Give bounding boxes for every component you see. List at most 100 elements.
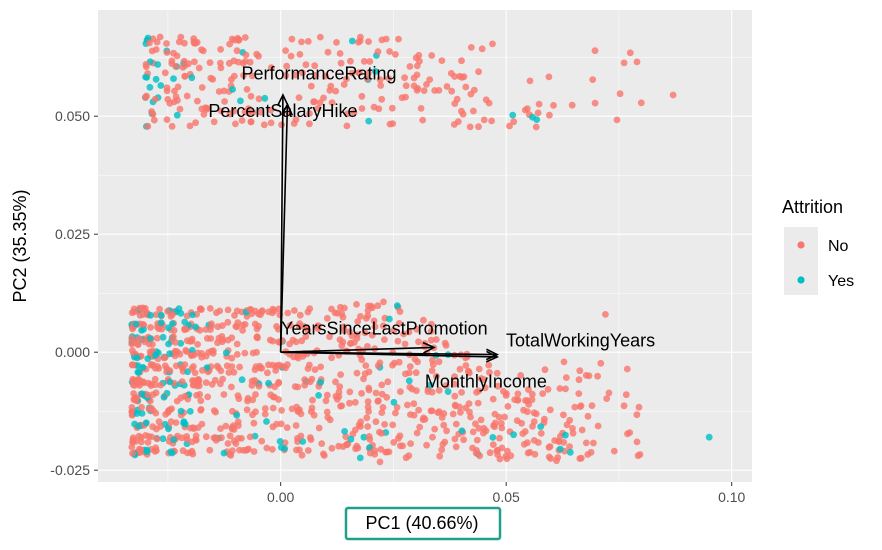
loading-arrowhead-yearssincelastpromotion <box>422 341 436 354</box>
point-no <box>332 87 340 95</box>
point-no <box>360 375 367 383</box>
point-no <box>171 87 178 95</box>
point-yes <box>159 435 167 443</box>
point-no <box>590 439 597 447</box>
loading-arrow-yearssincelastpromotion <box>280 346 435 353</box>
point-no <box>481 384 489 392</box>
point-no <box>302 61 310 69</box>
point-no <box>312 72 320 79</box>
y-tick-label: 0.025 <box>55 226 90 242</box>
point-no <box>355 69 363 77</box>
point-no <box>138 438 145 446</box>
point-no <box>354 444 362 452</box>
point-no <box>389 120 397 127</box>
point-no <box>576 367 584 375</box>
loading-arrowhead-totalworkingyears <box>485 348 500 361</box>
point-no <box>292 422 300 429</box>
point-no <box>152 444 160 452</box>
point-yes <box>510 431 517 439</box>
point-yes <box>133 410 141 417</box>
point-no <box>365 38 372 45</box>
point-yes <box>365 117 373 125</box>
point-yes <box>220 449 228 457</box>
point-no <box>428 320 435 328</box>
y-tick-label: 0.050 <box>55 108 90 124</box>
point-no <box>130 390 138 397</box>
point-no <box>427 327 435 335</box>
legend: Attrition No Yes <box>782 197 854 295</box>
point-no <box>255 310 262 318</box>
point-no <box>343 122 351 130</box>
point-no <box>218 434 225 442</box>
point-yes <box>177 407 185 415</box>
point-no <box>199 367 206 374</box>
point-yes <box>186 408 194 415</box>
x-axis-ticks: 0.00 0.05 0.10 <box>267 482 746 505</box>
point-no <box>316 99 324 106</box>
point-no <box>346 388 354 396</box>
point-no <box>406 63 414 70</box>
point-no <box>252 391 259 398</box>
point-no <box>168 405 176 413</box>
point-no <box>172 419 180 426</box>
point-no <box>324 48 332 56</box>
point-no <box>294 383 302 391</box>
point-no <box>449 410 457 418</box>
point-no <box>435 387 443 394</box>
point-no <box>417 105 425 112</box>
point-no <box>323 408 331 416</box>
point-no <box>589 76 597 83</box>
point-no <box>233 351 241 358</box>
x-axis-title: PC1 (40.66%) <box>365 513 478 533</box>
point-no <box>255 52 262 60</box>
point-no <box>283 62 291 70</box>
point-no <box>502 453 510 460</box>
point-no <box>396 432 404 440</box>
point-no <box>448 87 456 95</box>
point-no <box>358 92 366 100</box>
point-no <box>358 105 366 112</box>
point-no <box>273 362 281 369</box>
point-no <box>459 110 467 118</box>
point-no <box>149 341 156 348</box>
point-no <box>413 429 421 437</box>
point-no <box>203 335 211 342</box>
point-no <box>602 311 609 318</box>
point-no <box>438 446 446 454</box>
point-no <box>517 372 525 379</box>
point-yes <box>489 434 497 441</box>
point-no <box>534 109 542 117</box>
point-no <box>323 314 331 322</box>
point-no <box>391 359 398 367</box>
point-no <box>213 309 220 317</box>
point-no <box>597 359 605 367</box>
point-no <box>202 326 210 333</box>
point-no <box>587 448 595 456</box>
point-no <box>314 322 322 330</box>
point-yes <box>263 418 270 425</box>
point-no <box>390 439 398 446</box>
point-no <box>405 369 413 377</box>
point-no <box>323 391 331 399</box>
point-no <box>278 121 285 129</box>
point-no <box>496 434 503 442</box>
x-tick-label: 0.10 <box>718 489 745 505</box>
point-no <box>358 356 366 364</box>
point-no <box>554 454 562 461</box>
point-no <box>426 76 434 83</box>
point-no <box>562 374 570 381</box>
point-no <box>465 400 473 407</box>
point-no <box>560 358 568 366</box>
point-no <box>163 49 171 56</box>
point-no <box>410 400 418 408</box>
point-no <box>428 367 436 374</box>
point-no <box>342 433 350 440</box>
point-no <box>174 97 181 104</box>
point-no <box>498 444 506 452</box>
point-no <box>232 120 239 128</box>
point-no <box>365 368 373 376</box>
point-yes <box>299 438 307 445</box>
point-no <box>360 58 368 65</box>
point-no <box>374 397 382 405</box>
point-no <box>240 446 247 454</box>
